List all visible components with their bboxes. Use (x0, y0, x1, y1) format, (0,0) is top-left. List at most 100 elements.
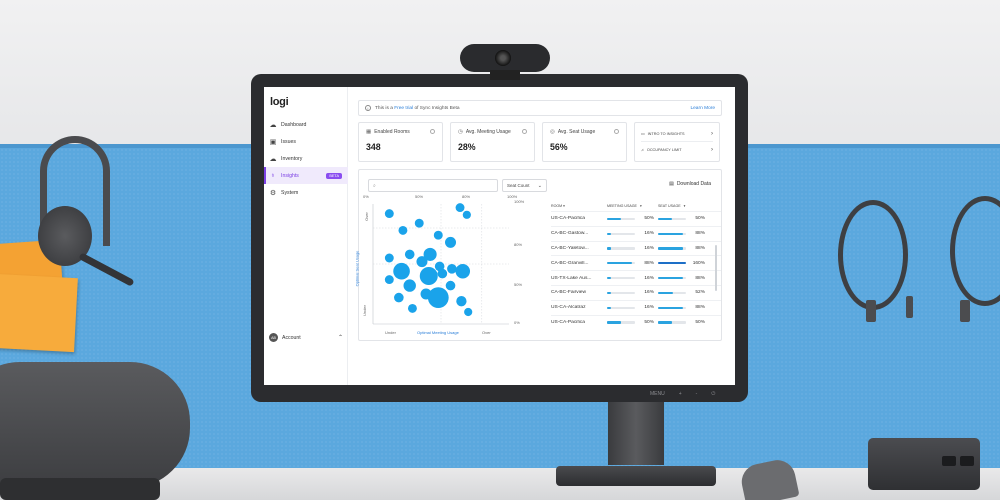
usage-bubble-plot: 0% 50% 80% 100% 100% 80% 50% 0% Over Opt… (354, 194, 541, 342)
seat-usage-value: 50% (695, 319, 705, 325)
card-title-row: ◷ Avg. Meeting Usage (458, 129, 527, 135)
x-axis-label: Optimal Meeting Usage (417, 330, 459, 335)
download-icon: ▤ (669, 181, 674, 187)
osd-plus-button[interactable]: + (678, 391, 682, 397)
room-name: CA-BC-Gastow... (551, 231, 589, 237)
seat-usage-fill (658, 291, 673, 294)
meeting-usage-value: 50% (644, 319, 654, 325)
seat-usage-fill (658, 262, 686, 265)
meeting-usage-cell: 16% (607, 231, 658, 236)
osd-power-button[interactable]: ⏻ (711, 391, 716, 397)
sidebar-item-label: Insights (281, 172, 299, 179)
right-tick: 100% (514, 199, 525, 204)
link-intro-to-insights[interactable]: ▭ INTRO TO INSIGHTS › (641, 126, 713, 142)
table-row[interactable]: US-CA-Pacifica 50% 50% (551, 314, 721, 330)
room-bubble (403, 279, 416, 292)
download-data-button[interactable]: ▤ Download Data (669, 181, 711, 187)
sidebar-item-label: Dashboard (281, 121, 307, 128)
card-value: 28% (458, 142, 476, 152)
pc-port (942, 456, 956, 466)
meeting-usage-cell: 88% (607, 261, 658, 266)
seat-usage-value: 88% (695, 245, 705, 251)
column-header-meeting[interactable]: MEETING USAGE ▾ (607, 204, 642, 208)
seat-usage-bar (658, 217, 686, 220)
meeting-icon: ◷ (458, 129, 463, 135)
account-menu[interactable]: AB Account ⌃ (269, 333, 343, 342)
y-axis-label: Optimal Seat Usage (354, 250, 360, 287)
room-bubble (456, 296, 467, 307)
table-row[interactable]: US-TX-Lake Aus... 16% 88% (551, 270, 721, 285)
table-row[interactable]: CA-BC-Gastow... 16% 88% (551, 225, 721, 241)
table-scrollbar[interactable] (715, 245, 717, 291)
room-bubble (423, 247, 437, 261)
sidebar-item-insights[interactable]: ♁ Insights BETA (264, 167, 348, 184)
select-value: Seat Count (507, 183, 530, 188)
main-content: i This is a Free trial of Sync Insights … (354, 87, 730, 385)
meeting-usage-value: 88% (644, 260, 654, 266)
sidebar-nav: ☁ Dashboard ▣ Issues ☁ Inventory ♁ Insig… (264, 116, 348, 201)
table-row[interactable]: CA-BC-Granvill... 88% 160% (551, 255, 721, 270)
room-bubble (455, 263, 471, 279)
sidebar-item-issues[interactable]: ▣ Issues (264, 133, 348, 150)
room-name: CA-BC-Granvill... (551, 260, 589, 266)
meeting-usage-value: 16% (644, 245, 654, 251)
seat-usage-cell: 50% (658, 216, 709, 221)
table-row[interactable]: US-CA-Alcatraz 16% 88% (551, 299, 721, 315)
metric-select[interactable]: Seat Count ⌄ (502, 179, 547, 192)
room-bubble (416, 256, 428, 268)
info-icon[interactable] (430, 129, 435, 134)
osd-menu-button[interactable]: MENU (650, 391, 665, 397)
pc-port (960, 456, 974, 466)
seat-usage-value: 52% (695, 290, 705, 296)
learn-more-link[interactable]: Learn More (690, 105, 715, 111)
column-header-room[interactable]: ROOM ▾ (551, 204, 565, 208)
room-bubble (434, 261, 445, 272)
sidebar-item-system[interactable]: ⚙ System (264, 184, 348, 201)
seat-usage-value: 88% (695, 305, 705, 311)
sidebar-item-dashboard[interactable]: ☁ Dashboard (264, 116, 348, 133)
meeting-usage-fill (607, 262, 632, 265)
table-row[interactable]: CA-BC-Yaletow... 16% 88% (551, 240, 721, 256)
meeting-usage-cell: 16% (607, 276, 658, 281)
room-name: US-CA-Pacifica (551, 216, 585, 222)
mini-pc (868, 438, 980, 490)
top-tick: 100% (507, 194, 518, 199)
seat-usage-fill (658, 321, 672, 324)
meeting-usage-bar (607, 262, 635, 265)
osd-minus-button[interactable]: - (695, 391, 698, 397)
cloud-icon: ☁ (269, 121, 277, 129)
room-name: US-CA-Alcatraz (551, 305, 586, 311)
info-icon[interactable] (522, 129, 527, 134)
chevron-right-icon: › (711, 130, 713, 137)
seat-usage-cell: 88% (658, 246, 709, 251)
link-occupancy-limit[interactable]: ♫ OCCUPANCY LIMIT › (641, 142, 713, 158)
top-tick: 80% (462, 194, 471, 199)
top-tick: 50% (415, 194, 424, 199)
card-title-row: ◎ Avg. Seat Usage (550, 129, 619, 135)
room-bubble (437, 268, 448, 279)
table-row[interactable]: CA-BC-Fairview 16% 52% (551, 284, 721, 300)
insights-panel: ⌕ Seat Count ⌄ ▤ Download Data 0% 50% 80… (354, 169, 722, 342)
right-tick: 50% (514, 282, 523, 287)
info-icon[interactable] (614, 129, 619, 134)
seat-usage-value: 88% (695, 275, 705, 281)
download-label: Download Data (676, 181, 711, 187)
soundbar-speaker (0, 362, 190, 488)
search-icon: ⌕ (373, 182, 376, 189)
meeting-usage-value: 16% (644, 290, 654, 296)
seat-usage-cell: 160% (658, 261, 709, 266)
meeting-usage-bar (607, 291, 635, 294)
meeting-usage-cell: 16% (607, 290, 658, 295)
alert-icon: ▣ (269, 138, 277, 146)
table-row[interactable]: US-CA-Pacifica 50% 50% (551, 211, 721, 226)
meeting-usage-bar (607, 306, 635, 309)
column-header-seat[interactable]: SEAT USAGE ▾ (658, 204, 686, 208)
room-bubble (394, 292, 404, 303)
free-trial-link[interactable]: Free trial (394, 105, 414, 111)
sidebar-item-inventory[interactable]: ☁ Inventory (264, 150, 348, 167)
room-bubble (404, 249, 415, 260)
meeting-usage-fill (607, 232, 612, 235)
search-input[interactable]: ⌕ (368, 179, 498, 192)
seat-usage-value: 50% (695, 216, 705, 222)
room-bubble (445, 280, 456, 291)
